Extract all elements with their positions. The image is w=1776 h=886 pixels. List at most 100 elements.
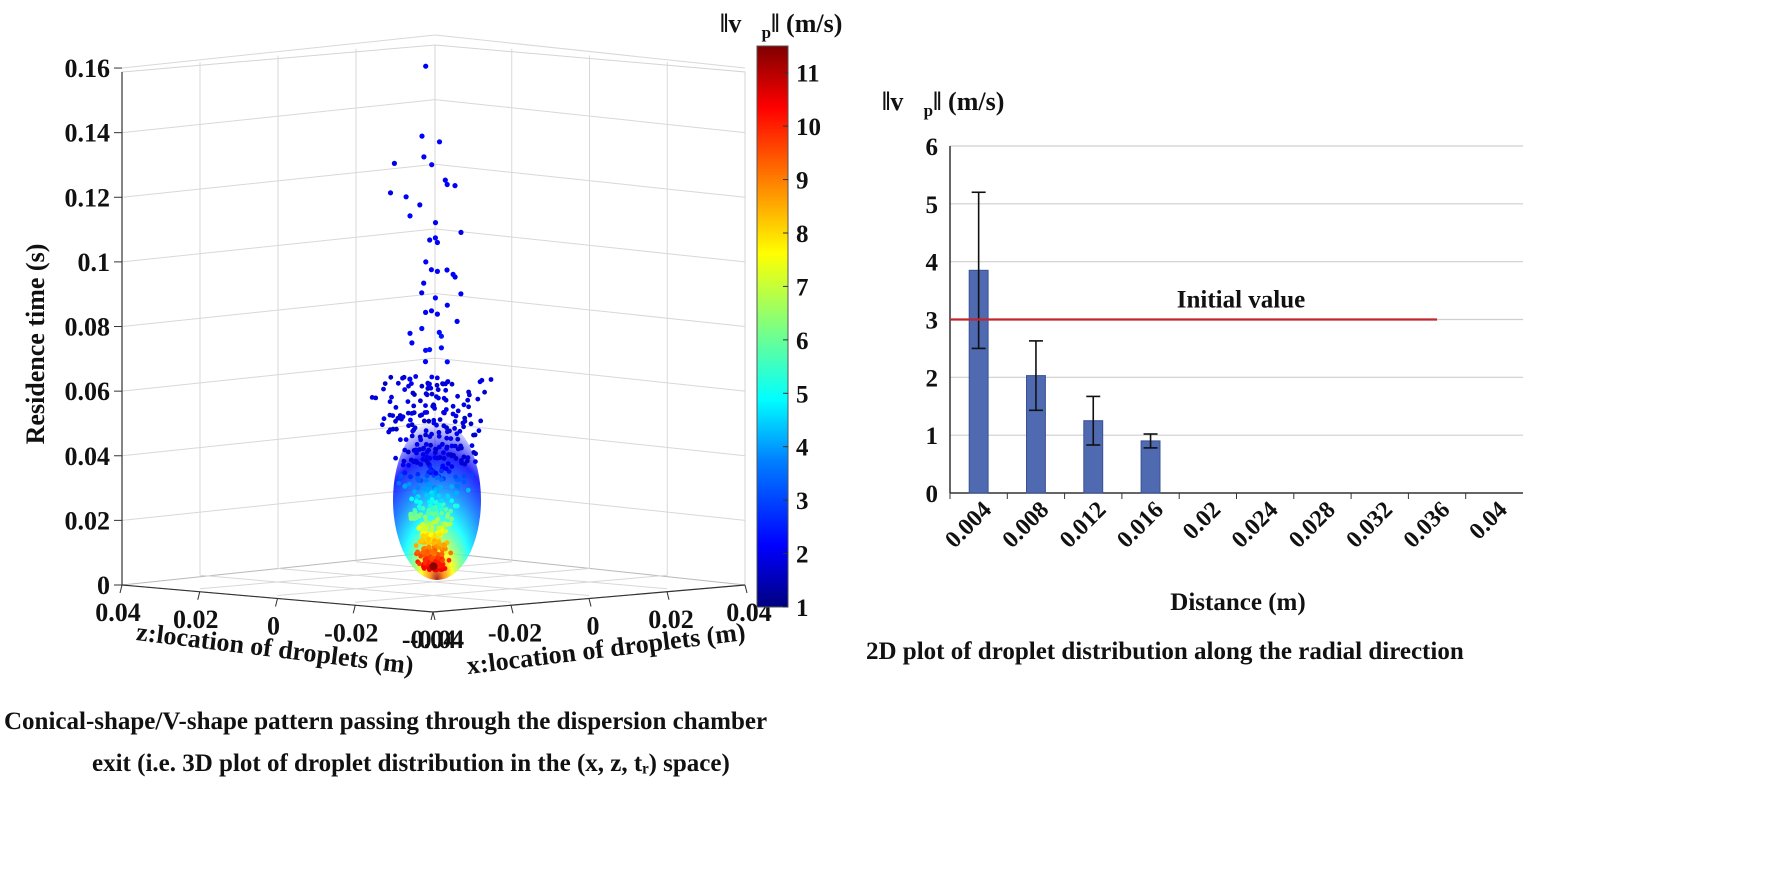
caption-right: 2D plot of droplet distribution along th…: [866, 638, 1464, 665]
core-point: [420, 446, 426, 452]
core-point: [408, 511, 414, 517]
core-point: [461, 454, 467, 460]
core-point: [421, 565, 427, 571]
grid-line-time: [121, 293, 746, 328]
core-point: [444, 446, 449, 451]
core-point: [389, 394, 394, 400]
core-point: [402, 483, 408, 489]
core-point: [461, 473, 467, 479]
scatter-point: [391, 160, 397, 166]
bar-x-tick-label: 0.016: [1112, 497, 1169, 554]
core-point: [447, 521, 453, 527]
core-point: [424, 549, 430, 554]
grid-line-time: [121, 34, 746, 69]
core-point: [415, 485, 421, 491]
core-point: [437, 531, 443, 537]
core-point: [422, 560, 428, 566]
colorbar-tick-label: 8: [796, 221, 809, 248]
core-point: [455, 446, 461, 452]
core-point: [473, 451, 478, 457]
core-point: [444, 466, 449, 472]
core-point: [420, 537, 425, 543]
core-point: [459, 458, 464, 463]
bars: [968, 269, 1161, 494]
core-point: [402, 447, 408, 453]
core-point: [406, 462, 411, 468]
core-point: [435, 387, 441, 393]
core-point: [457, 428, 463, 434]
scatter-point: [458, 229, 464, 235]
core-point: [455, 393, 460, 399]
x-tick-label: 0: [587, 612, 600, 641]
z-tick-mark: [430, 611, 434, 621]
colorbar-tick-label: 1: [796, 595, 809, 622]
scatter-point: [434, 268, 440, 274]
core-point: [417, 561, 422, 567]
core-point: [393, 455, 398, 461]
time-tick-label: 0.02: [65, 506, 111, 535]
core-point: [415, 549, 420, 555]
core-point: [373, 395, 379, 401]
core-point: [431, 519, 437, 525]
core-point: [426, 541, 431, 546]
colorbar-label-sub: p: [762, 23, 771, 42]
scatter-3d-chart: 00.020.040.060.080.10.120.140.16 0.04 0.0…: [21, 9, 842, 680]
colorbar-tick-label: 3: [796, 488, 809, 515]
core-point: [380, 422, 385, 428]
core-point: [414, 450, 419, 456]
core-point: [442, 410, 447, 416]
scatter-point: [442, 177, 448, 183]
core-point: [460, 420, 466, 426]
core-point: [443, 397, 449, 403]
core-point: [434, 475, 440, 481]
core-point: [427, 381, 432, 387]
bar-x-tick-label: 0.02: [1178, 497, 1226, 545]
scatter-point: [452, 274, 458, 280]
reference-line-group: Initial value: [950, 287, 1438, 321]
bar-y-tick-label: 3: [926, 308, 939, 335]
core-point: [436, 541, 442, 546]
scatter-point: [423, 259, 429, 265]
core-point: [471, 432, 476, 438]
core-point: [454, 490, 460, 496]
core-point: [432, 450, 438, 455]
core-point: [452, 419, 458, 424]
scatter-point: [419, 325, 425, 332]
core-point: [398, 473, 404, 479]
core-point: [427, 468, 433, 474]
scatter-point: [458, 291, 464, 297]
grid-line-floor: [355, 561, 668, 590]
core-point: [402, 470, 408, 476]
core-point: [445, 429, 450, 435]
core-point: [437, 444, 442, 450]
core-point: [418, 553, 424, 559]
core-point: [433, 470, 439, 476]
core-point: [452, 426, 457, 431]
core-point: [443, 381, 448, 387]
x-tick-mark: [510, 605, 514, 614]
time-tick-label: 0.08: [65, 313, 111, 342]
core-point: [461, 402, 467, 408]
core-point: [400, 375, 405, 381]
core-point: [461, 424, 466, 430]
core-point: [482, 389, 487, 395]
core-point: [413, 374, 419, 379]
core-point: [441, 450, 446, 456]
time-tick-label: 0.16: [65, 54, 111, 83]
core-point: [476, 428, 482, 434]
core-point: [412, 510, 418, 515]
core-point: [408, 516, 414, 521]
core-point: [405, 449, 411, 455]
core-point: [462, 415, 468, 421]
time-tick-label: 0: [97, 571, 110, 600]
core-point: [428, 442, 433, 448]
core-point: [423, 442, 429, 447]
core-point: [420, 549, 426, 555]
core-point: [452, 443, 458, 449]
z-tick-mark: [275, 598, 278, 607]
core-point: [414, 442, 420, 447]
core-point: [408, 417, 413, 423]
core-point: [443, 507, 449, 512]
x-tick-label: -0.02: [488, 618, 542, 647]
